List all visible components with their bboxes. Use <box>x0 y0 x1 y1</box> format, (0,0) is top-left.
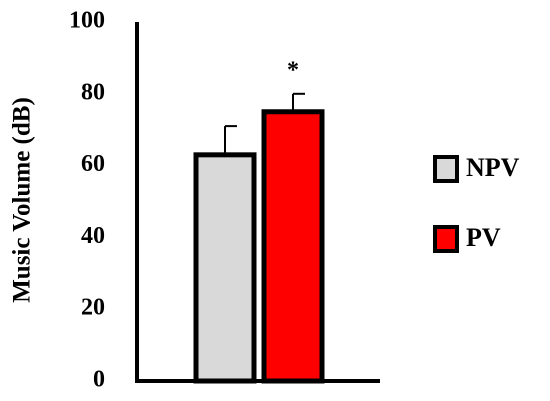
y-tick-label: 100 <box>69 8 105 34</box>
y-tick-label: 0 <box>93 367 105 393</box>
y-tick-label: 40 <box>81 223 105 249</box>
legend-swatch <box>433 225 459 253</box>
bar <box>261 109 325 384</box>
y-tick-label: 60 <box>81 151 105 177</box>
annotation: * <box>287 57 299 83</box>
y-tick-label: 80 <box>81 79 105 105</box>
legend-label: PV <box>466 223 501 252</box>
bar <box>193 152 257 384</box>
y-axis-label: Music Volume (dB) <box>9 97 36 303</box>
legend-swatch <box>433 155 459 183</box>
legend-label: NPV <box>466 153 520 182</box>
y-tick-label: 20 <box>81 295 105 321</box>
